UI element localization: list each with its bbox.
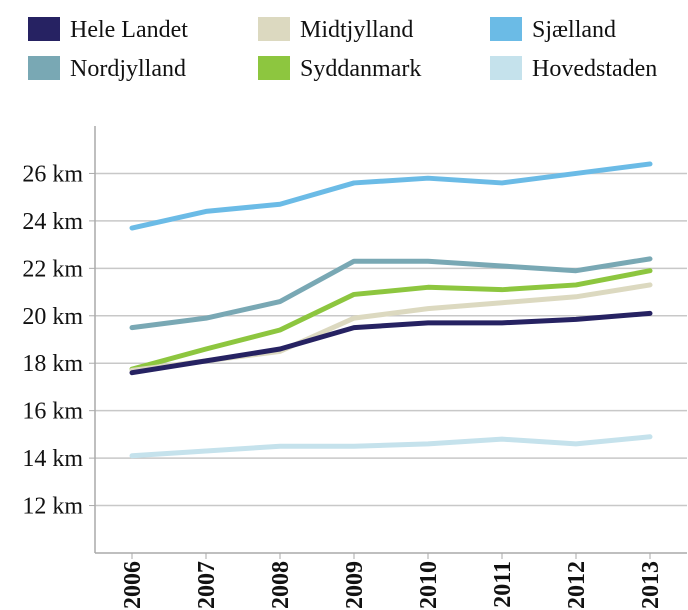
legend-swatch bbox=[28, 17, 60, 41]
series-line bbox=[129, 268, 653, 372]
y-tick-label: 24 km bbox=[22, 209, 83, 235]
x-tick-label: 2008 bbox=[268, 561, 294, 609]
x-tick-label: 2007 bbox=[194, 561, 220, 609]
legend-swatch bbox=[490, 17, 522, 41]
y-tick-label: 22 km bbox=[22, 256, 83, 282]
y-tick-label: 16 km bbox=[22, 399, 83, 425]
y-tick-label: 12 km bbox=[22, 494, 83, 520]
legend-label: Hele Landet bbox=[70, 17, 188, 43]
x-tick-label: 2012 bbox=[564, 561, 590, 609]
legend-label: Syddanmark bbox=[300, 56, 421, 82]
y-tick-label: 20 km bbox=[22, 304, 83, 330]
legend-label: Nordjylland bbox=[70, 56, 186, 82]
legend-swatch bbox=[258, 17, 290, 41]
y-tick-label: 26 km bbox=[22, 161, 83, 187]
series-line bbox=[129, 310, 653, 376]
x-tick-label: 2006 bbox=[120, 561, 146, 609]
x-tick-label: 2010 bbox=[416, 561, 442, 609]
x-tick-label: 2009 bbox=[342, 561, 368, 609]
legend-label: Midtjylland bbox=[300, 17, 413, 43]
series-line bbox=[129, 161, 653, 231]
x-tick-label: 2011 bbox=[490, 561, 516, 608]
legend-swatch bbox=[258, 56, 290, 80]
x-tick-label: 2013 bbox=[638, 561, 664, 609]
y-tick-label: 14 km bbox=[22, 446, 83, 472]
legend-label: Hovedstaden bbox=[532, 56, 657, 82]
series-line bbox=[129, 434, 653, 459]
legend-swatch bbox=[490, 56, 522, 80]
legend-swatch bbox=[28, 56, 60, 80]
y-tick-label: 18 km bbox=[22, 351, 83, 377]
series-line bbox=[129, 256, 653, 331]
legend-label: Sjælland bbox=[532, 17, 616, 43]
